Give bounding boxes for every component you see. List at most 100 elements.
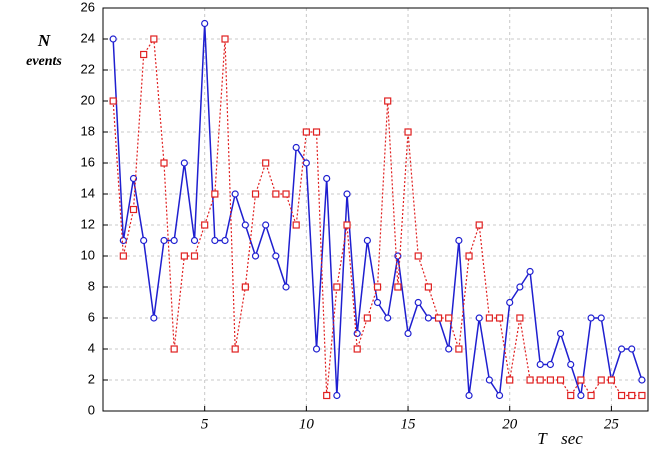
point <box>546 376 554 384</box>
point <box>251 190 260 198</box>
point <box>526 376 534 384</box>
point <box>526 267 534 276</box>
y-axis-label: N <box>37 31 51 50</box>
point <box>140 50 148 59</box>
point <box>170 236 178 245</box>
x-tick-label: 10 <box>299 416 315 432</box>
point <box>282 283 290 291</box>
point <box>465 391 473 400</box>
point <box>221 35 229 43</box>
point <box>536 376 544 384</box>
y-tick-label: 20 <box>81 92 95 107</box>
point <box>272 190 280 198</box>
point <box>404 329 412 338</box>
point <box>231 345 239 353</box>
plot-frame <box>102 7 649 412</box>
point <box>231 190 239 198</box>
point <box>160 236 168 245</box>
point <box>577 391 585 400</box>
point <box>373 298 382 307</box>
point <box>251 252 260 260</box>
point <box>363 236 371 245</box>
point <box>211 236 219 245</box>
point <box>241 283 249 291</box>
x-axis-label: T <box>537 429 548 448</box>
point <box>465 252 473 260</box>
point <box>353 329 361 338</box>
y-tick-label: 18 <box>81 123 95 138</box>
point <box>628 345 636 353</box>
point <box>577 376 585 384</box>
point <box>150 35 158 43</box>
x-tick-label: 25 <box>604 416 620 432</box>
point <box>516 283 524 291</box>
point <box>394 283 402 291</box>
point <box>567 391 575 400</box>
point <box>211 190 219 198</box>
point <box>506 298 514 307</box>
point <box>495 314 504 322</box>
y-tick-label: 22 <box>81 61 95 76</box>
point <box>140 236 148 245</box>
y-tick-label: 16 <box>81 154 95 169</box>
point <box>312 128 321 136</box>
point <box>424 283 432 291</box>
y-tick-label: 0 <box>88 402 95 417</box>
y-tick-label: 26 <box>81 0 95 14</box>
point <box>343 190 351 198</box>
point <box>536 360 544 369</box>
point <box>414 298 422 307</box>
point <box>262 159 270 167</box>
point <box>414 252 422 260</box>
point <box>312 345 321 353</box>
point <box>323 174 331 183</box>
point <box>170 345 178 353</box>
point <box>587 314 595 322</box>
y-tick-label: 14 <box>81 185 95 200</box>
point <box>201 19 209 28</box>
point <box>485 376 493 384</box>
point <box>628 391 636 400</box>
point <box>516 314 524 322</box>
point <box>617 391 626 400</box>
point <box>292 143 300 152</box>
point <box>567 360 575 369</box>
point <box>597 376 605 384</box>
point <box>109 35 117 43</box>
y-tick-label: 12 <box>81 216 95 231</box>
point <box>424 314 432 322</box>
point <box>302 128 310 136</box>
point <box>485 314 493 322</box>
x-tick-label: 15 <box>401 416 417 432</box>
y-tick-label: 2 <box>88 371 95 386</box>
point <box>587 391 595 400</box>
point <box>546 360 554 369</box>
x-axis-unit: sec <box>561 429 583 448</box>
point <box>272 252 280 260</box>
point <box>292 221 300 229</box>
point <box>556 329 565 338</box>
series-line <box>112 23 643 398</box>
point <box>363 314 371 322</box>
point <box>445 314 453 322</box>
point <box>638 376 646 384</box>
y-tick-label: 6 <box>88 309 95 324</box>
point <box>262 221 270 229</box>
point <box>190 236 199 245</box>
point <box>445 345 453 353</box>
point <box>404 128 412 136</box>
point <box>495 391 504 400</box>
point <box>434 314 443 322</box>
point <box>455 236 463 245</box>
point <box>353 345 361 353</box>
point <box>129 205 138 214</box>
point <box>302 159 310 167</box>
point <box>455 345 463 353</box>
point <box>506 376 514 384</box>
point <box>282 190 290 198</box>
point <box>607 376 615 384</box>
point <box>475 314 483 322</box>
y-axis-label-sub: events <box>26 54 62 69</box>
point <box>190 252 199 260</box>
